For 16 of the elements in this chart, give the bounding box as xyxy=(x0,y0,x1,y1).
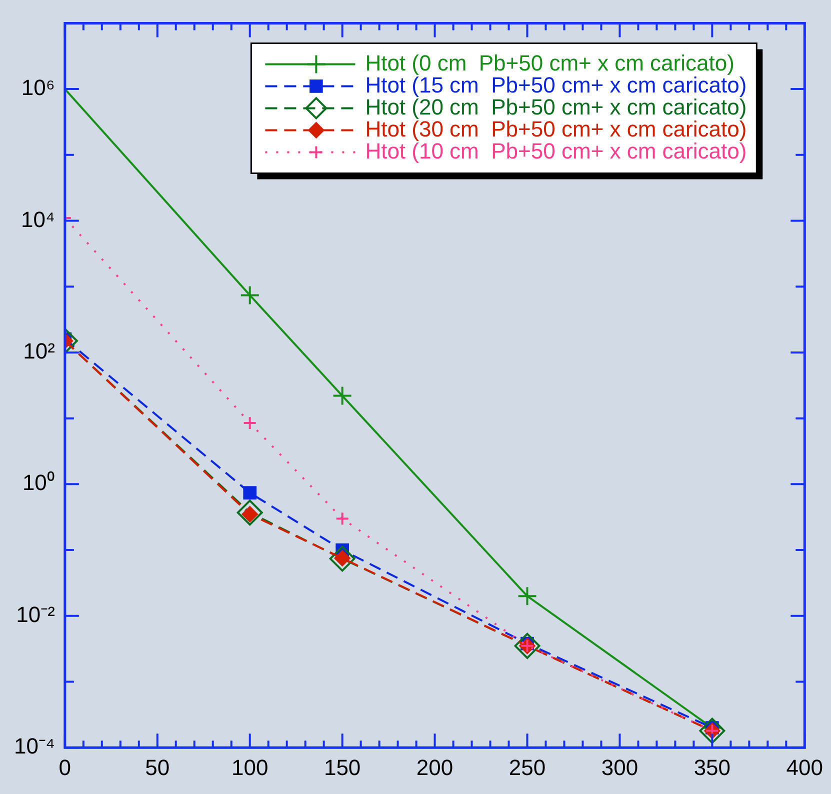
y-tick-label: 10⁻⁴ xyxy=(14,734,55,759)
x-tick-label: 400 xyxy=(786,754,824,780)
x-tick-label: 0 xyxy=(58,754,72,780)
y-tick-label: 10⁶ xyxy=(21,75,55,100)
x-tick-label: 200 xyxy=(416,754,454,780)
y-tick-label: 10⁻² xyxy=(16,602,55,627)
x-tick-label: 50 xyxy=(145,754,170,780)
x-tick-label: 350 xyxy=(694,754,731,780)
legend-label: Htot (0 cm Pb+50 cm+ x cm caricato) xyxy=(365,50,734,76)
x-tick-label: 150 xyxy=(324,754,361,780)
x-tick-label: 300 xyxy=(601,754,638,780)
y-tick-label: 10² xyxy=(23,338,55,364)
x-tick-label: 250 xyxy=(508,754,546,780)
x-tick-label: 100 xyxy=(231,754,268,780)
y-tick-label: 10⁴ xyxy=(20,206,55,232)
y-tick-label: 10⁰ xyxy=(22,470,55,496)
